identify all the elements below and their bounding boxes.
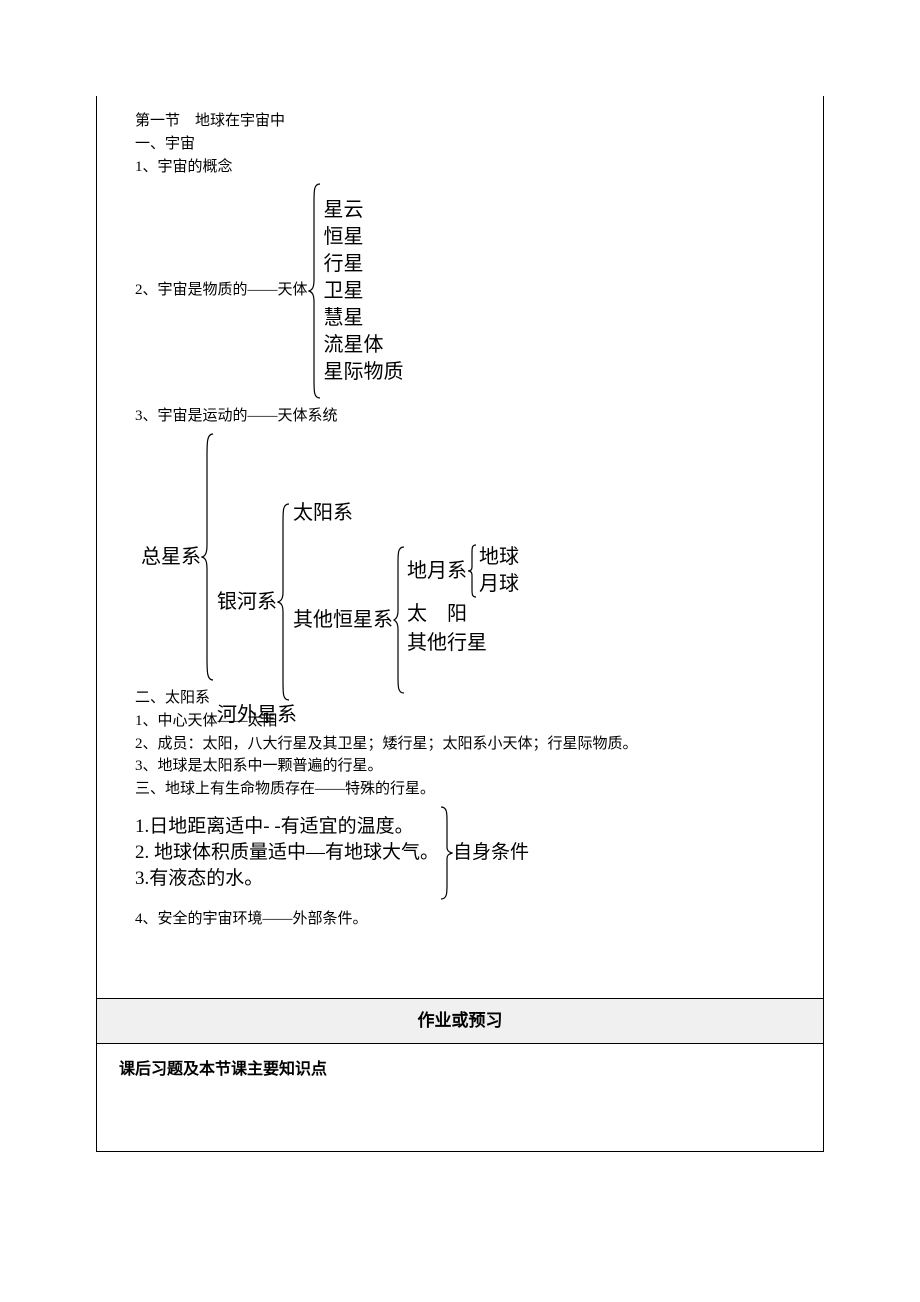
sec1-heading: 一、宇宙 [135,134,795,156]
homework-text: 课后习题及本节课主要知识点 [119,1061,327,1078]
other-star-systems-block: 其他恒星系 地月系 [293,545,519,695]
celestial-bodies-list: 星云 恒星 行星 卫星 慧星 流星体 星际物质 [324,197,404,386]
sec3-heading: 三、地球上有生命物质存在——特殊的行星。 [135,779,795,801]
earth-moon-children: 地球 月球 [479,544,519,598]
list-item: 流星体 [324,332,404,359]
list-item: 恒星 [324,224,404,251]
list-item: 星云 [324,197,404,224]
list-item: 1.日地距离适中- -有适宜的温度。 [135,814,439,840]
celestial-bodies-block: 2、宇宙是物质的——天体 星云 恒星 行星 卫星 慧星 流星体 星际物质 [135,182,795,400]
main-content: 第一节 地球在宇宙中 一、宇宙 1、宇宙的概念 2、宇宙是物质的——天体 星云 … [97,96,823,998]
hierarchy-level1: 银河系 太阳系 其他恒星系 [217,432,519,682]
list-item: 月球 [479,571,519,598]
sec1-p1: 1、宇宙的概念 [135,157,795,179]
sec1-p3: 3、宇宙是运动的——天体系统 [135,406,795,428]
brace-icon [277,502,293,702]
other-star-systems-label: 其他恒星系 [293,605,393,636]
cosmic-hierarchy-block: 总星系 银河系 太阳系 其他恒星 [141,432,795,682]
list-item: 3.有液态的水。 [135,866,439,892]
other-star-systems-children: 地月系 地球 月球 [407,545,519,695]
brace-icon [201,432,217,682]
earth-moon-label: 地月系 [407,556,467,587]
hierarchy-root: 总星系 [141,542,201,573]
milky-way-block: 银河系 太阳系 其他恒星系 [217,502,519,702]
list-item: 星际物质 [324,359,404,386]
milky-way-label: 银河系 [217,587,277,618]
list-item: 慧星 [324,305,404,332]
list-item: 2. 地球体积质量适中—有地球大气。 [135,840,439,866]
brace-icon [308,182,324,400]
list-item: 其他行星 [407,630,519,657]
self-conditions-block: 1.日地距离适中- -有适宜的温度。 2. 地球体积质量适中—有地球大气。 3.… [135,805,795,901]
brace-icon [393,545,407,695]
self-conditions-label: 自身条件 [453,839,529,867]
brace-right-icon [439,805,453,901]
sec2-p2: 2、成员：太阳，八大行星及其卫星；矮行星；太阳系小天体；行星际物质。 [135,734,795,756]
celestial-bodies-label: 2、宇宙是物质的——天体 [135,280,308,302]
sec2-p3: 3、地球是太阳系中一颗普遍的行星。 [135,756,795,778]
section-header-bar: 作业或预习 [97,998,823,1045]
document-page: 第一节 地球在宇宙中 一、宇宙 1、宇宙的概念 2、宇宙是物质的——天体 星云 … [96,96,824,1152]
sec3-p4: 4、安全的宇宙环境——外部条件。 [135,909,795,931]
brace-icon [467,543,479,599]
list-item: 卫星 [324,278,404,305]
homework-content: 课后习题及本节课主要知识点 [97,1044,823,1151]
self-conditions-list: 1.日地距离适中- -有适宜的温度。 2. 地球体积质量适中—有地球大气。 3.… [135,814,439,891]
chapter-title: 第一节 地球在宇宙中 [135,111,795,133]
list-item: 太 阳 [407,601,519,628]
milky-way-children: 太阳系 其他恒星系 地月系 [293,502,519,702]
list-item: 太阳系 [293,500,519,527]
earth-moon-block: 地月系 地球 月球 [407,543,519,599]
list-item: 行星 [324,251,404,278]
list-item: 地球 [479,544,519,571]
